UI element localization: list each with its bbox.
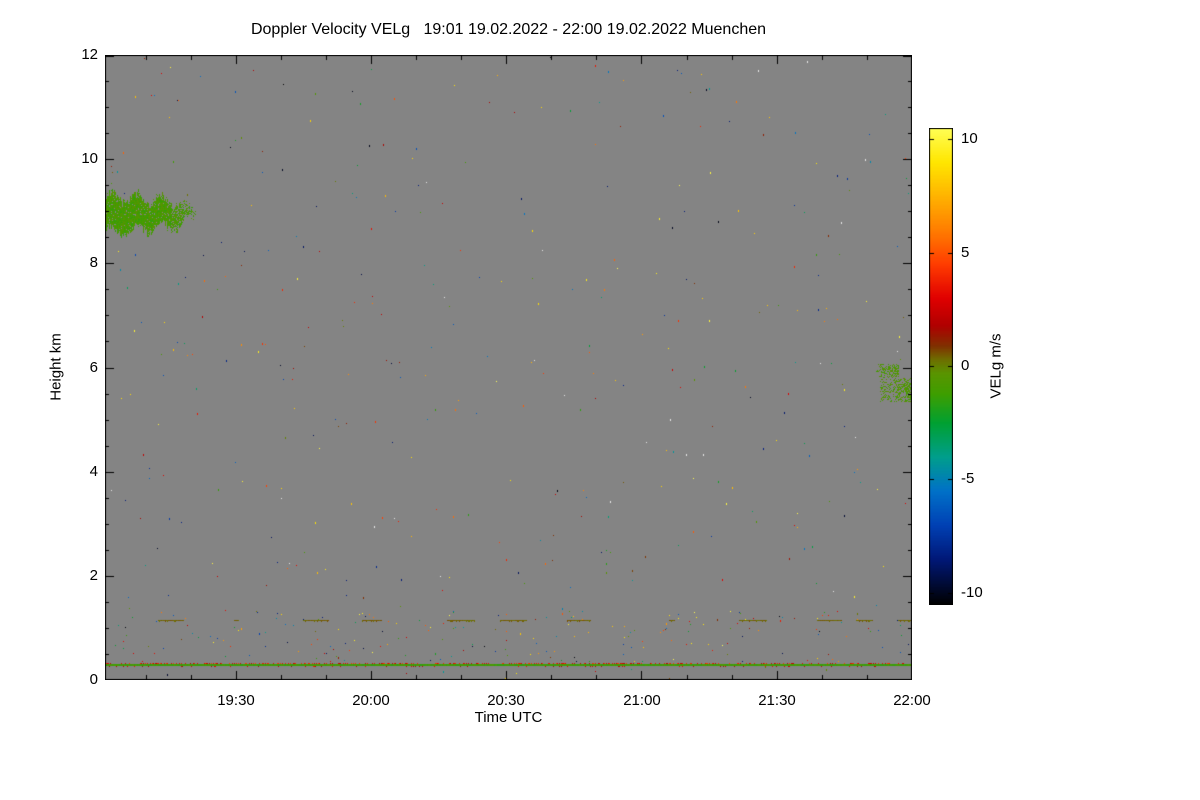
colorbar-tick-label: -5 (961, 470, 975, 487)
colorbar-tick-label: 5 (961, 244, 970, 261)
x-tick-label: 21:00 (623, 692, 661, 709)
chart-title: Doppler Velocity VELg 19:01 19.02.2022 -… (250, 21, 767, 38)
y-tick-label: 12 (81, 46, 98, 63)
x-tick-label: 22:00 (893, 692, 931, 709)
colorbar-tick-label: -10 (961, 584, 983, 601)
heatmap-canvas (105, 55, 912, 680)
y-tick-label: 10 (81, 150, 98, 167)
colorbar-tick-label: 0 (961, 357, 970, 374)
x-axis-label: Time UTC (474, 709, 543, 726)
x-tick-label: 20:30 (487, 692, 525, 709)
y-tick-label: 8 (89, 254, 98, 271)
colorbar-label: VELg m/s (987, 333, 1005, 399)
colorbar-canvas (929, 128, 953, 605)
y-tick-label: 0 (89, 671, 98, 688)
y-tick-label: 2 (89, 567, 98, 584)
y-tick-label: 4 (89, 463, 98, 480)
y-tick-label: 6 (89, 359, 98, 376)
y-axis-label: Height km (47, 333, 65, 401)
x-tick-label: 20:00 (352, 692, 390, 709)
x-tick-label: 19:30 (217, 692, 255, 709)
x-tick-label: 21:30 (758, 692, 796, 709)
colorbar-tick-label: 10 (961, 130, 978, 147)
